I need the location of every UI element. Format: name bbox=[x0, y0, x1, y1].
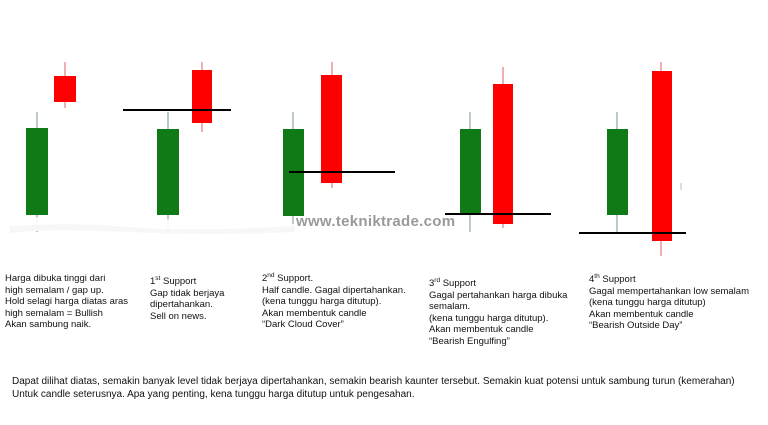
note-line: Half candle. Gagal dipertahankan. bbox=[262, 284, 406, 296]
note-line: semalam. bbox=[429, 301, 471, 312]
red-candle-body bbox=[652, 71, 672, 241]
note-line: high semalam = Bullish bbox=[5, 307, 103, 319]
brush-smear bbox=[10, 215, 295, 244]
red-candle-body bbox=[493, 84, 513, 224]
panel-note-third-support: 3rd Support Gagal pertahankan harga dibu… bbox=[429, 276, 568, 347]
note-heading: 3rd Support bbox=[429, 276, 476, 289]
note-line: high semalam / gap up. bbox=[5, 284, 104, 296]
panel-fourth-support bbox=[579, 62, 686, 256]
panel-third-support bbox=[445, 67, 551, 232]
panel-note-first-support: 1st Support Gap tidak berjaya dipertahan… bbox=[150, 274, 225, 322]
green-candle-body bbox=[157, 129, 179, 215]
note-line: Harga dibuka tinggi dari bbox=[5, 273, 106, 284]
note-line: Gagal mempertahankan low semalam bbox=[589, 285, 749, 297]
green-candle-body bbox=[607, 129, 628, 215]
note-line: Sell on news. bbox=[150, 310, 207, 322]
panel-gap-up bbox=[26, 62, 76, 232]
note-line: Akan membentuk candle bbox=[262, 307, 367, 319]
panel-note-second-support: 2nd Support. Half candle. Gagal dipertah… bbox=[262, 271, 406, 331]
panel-second-support bbox=[283, 62, 395, 232]
note-line: Gagal pertahankan harga dibuka bbox=[429, 289, 568, 301]
note-line: “Dark Cloud Cover” bbox=[262, 319, 344, 330]
red-candle-body bbox=[54, 76, 76, 102]
note-line: Akan sambung naik. bbox=[5, 319, 92, 330]
footer-summary: Dapat dilihat diatas, semakin banyak lev… bbox=[12, 375, 735, 401]
panel-note-gap-up: Harga dibuka tinggi dari high semalam / … bbox=[5, 273, 128, 331]
note-heading: 4th Support bbox=[589, 272, 636, 285]
note-line: (kena tunggu harga ditutup). bbox=[429, 312, 549, 324]
note-line: Gap tidak berjaya bbox=[150, 287, 225, 299]
note-heading: 2nd Support. bbox=[262, 271, 314, 284]
note-line: (kena tunggu harga ditutup) bbox=[589, 297, 706, 308]
green-candle-body bbox=[460, 129, 481, 215]
footer-line: Untuk candle seterusnya. Apa yang pentin… bbox=[12, 389, 415, 400]
panel-note-fourth-support: 4th Support Gagal mempertahankan low sem… bbox=[589, 272, 749, 332]
red-candle-body bbox=[321, 75, 342, 183]
note-line: (kena tunggu harga ditutup). bbox=[262, 296, 382, 307]
note-line: “Bearish Outside Day” bbox=[589, 320, 683, 331]
green-candle-body bbox=[26, 128, 48, 215]
red-candle-body bbox=[192, 70, 212, 123]
note-line: Akan membentuk candle bbox=[589, 308, 694, 320]
footer-line: Dapat dilihat diatas, semakin banyak lev… bbox=[12, 376, 735, 387]
note-heading: 1st Support bbox=[150, 274, 197, 287]
note-line: Akan membentuk candle bbox=[429, 324, 534, 335]
watermark-text: www.tekniktrade.com bbox=[296, 213, 456, 230]
note-line: dipertahankan. bbox=[150, 299, 213, 310]
note-line: Hold selagi harga diatas aras bbox=[5, 296, 129, 307]
panel-first-support bbox=[123, 62, 231, 232]
note-line: “Bearish Engulfing” bbox=[429, 335, 510, 347]
